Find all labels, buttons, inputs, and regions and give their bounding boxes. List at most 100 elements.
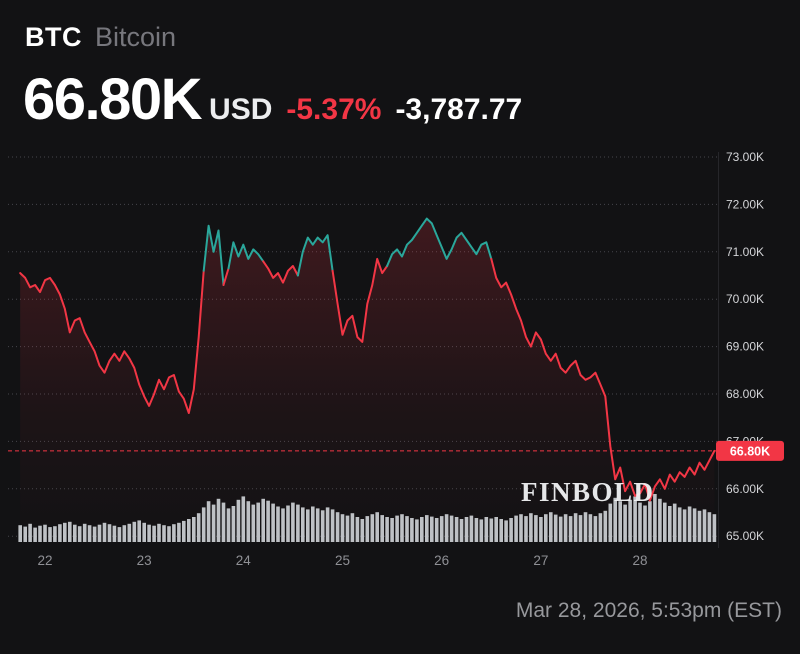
x-axis-label: 28 <box>632 553 647 568</box>
volume-bar <box>73 524 77 542</box>
price-line <box>296 234 334 277</box>
volume-bar <box>420 517 424 542</box>
volume-bar <box>182 520 186 542</box>
volume-bar <box>549 512 553 542</box>
volume-bar <box>687 506 692 542</box>
change-absolute: -3,787.77 <box>395 93 523 126</box>
volume-bar <box>410 518 414 542</box>
x-axis-label: 22 <box>37 553 52 568</box>
ticker-symbol: BTC <box>25 22 82 52</box>
volume-bar <box>504 520 508 542</box>
volume-bar <box>529 513 533 542</box>
volume-bar <box>335 512 340 542</box>
volume-bar <box>241 496 246 542</box>
volume-bar <box>375 512 379 542</box>
y-axis-label: 66.00K <box>726 482 764 496</box>
volume-bar <box>598 513 603 542</box>
volume-bar <box>251 504 256 542</box>
volume-bar <box>454 517 459 542</box>
volume-bar <box>509 518 513 542</box>
price-chart[interactable]: 73.00K72.00K71.00K70.00K69.00K68.00K67.0… <box>0 128 800 588</box>
volume-bar <box>296 504 300 542</box>
volume-bar <box>355 517 360 542</box>
price-line <box>386 217 493 267</box>
volume-bar <box>653 494 657 542</box>
volume-bar <box>648 501 652 542</box>
change-percent: -5.37% <box>286 93 382 126</box>
volume-bar <box>167 526 171 542</box>
volume-bar <box>122 525 127 542</box>
volume-bar <box>668 506 672 542</box>
volume-bar <box>325 507 330 542</box>
volume-bar <box>142 522 146 542</box>
volume-bar <box>162 525 166 542</box>
volume-bar <box>216 498 221 542</box>
volume-bar <box>286 505 290 542</box>
volume-bar <box>221 502 226 542</box>
price-line <box>19 269 205 414</box>
volume-bar <box>672 503 677 542</box>
volume-bar <box>147 524 151 542</box>
volume-bar <box>469 515 474 542</box>
volume-bar <box>261 498 265 542</box>
current-price-tag <box>716 440 784 461</box>
volume-bar <box>405 516 409 542</box>
volume-bar <box>682 509 687 542</box>
current-price-tag-label: 66.80K <box>730 444 770 458</box>
volume-bar <box>271 503 275 542</box>
volume-bar <box>415 519 419 542</box>
volume-bar <box>692 508 697 542</box>
volume-bar <box>127 523 132 542</box>
volume-bar <box>38 525 42 542</box>
volume-bar <box>702 509 707 542</box>
asset-name: Bitcoin <box>95 22 177 52</box>
y-axis-label: 69.00K <box>726 340 764 354</box>
volume-bar <box>276 506 280 542</box>
volume-bar <box>553 514 558 542</box>
x-axis-label: 24 <box>236 553 252 568</box>
volume-bar <box>439 516 444 542</box>
volume-bar <box>613 497 617 542</box>
volume-bar <box>628 499 632 542</box>
timestamp: Mar 28, 2026, 5:53pm (EST) <box>515 599 782 622</box>
volume-bar <box>400 514 404 542</box>
volume-bar <box>643 505 647 542</box>
price-row: 66.80K USD -5.37% -3,787.77 <box>23 66 522 133</box>
volume-bar <box>43 524 47 542</box>
price-line <box>202 224 225 286</box>
volume-bar <box>539 517 543 542</box>
volume-bar <box>593 516 598 542</box>
volume-bar <box>449 515 454 542</box>
volume-bar <box>92 526 97 542</box>
price-line <box>490 257 716 502</box>
volume-bar <box>583 512 588 542</box>
volume-bar <box>479 519 484 542</box>
volume-bar <box>172 524 176 542</box>
volume-bar <box>519 514 523 542</box>
volume-bar <box>484 517 489 542</box>
x-axis-label: 23 <box>137 553 152 568</box>
volume-bar <box>434 518 439 542</box>
volume-bar <box>430 516 434 542</box>
volume-bar <box>301 507 305 542</box>
volume-bar <box>380 515 384 542</box>
volume-bar <box>58 524 62 542</box>
volume-bar <box>48 527 52 542</box>
volume-bar <box>444 514 449 542</box>
y-axis-label: 73.00K <box>726 150 764 164</box>
volume-bar <box>360 519 365 542</box>
volume-bar <box>459 519 464 542</box>
volume-bar <box>588 514 593 542</box>
volume-bar <box>23 526 27 542</box>
volume-bar <box>137 520 141 542</box>
volume-bar <box>544 514 548 542</box>
volume-bar <box>63 522 67 542</box>
volume-bar <box>578 515 583 542</box>
volume-bar <box>494 517 498 542</box>
volume-bar <box>390 518 394 542</box>
volume-bar <box>395 515 399 542</box>
volume-bar <box>320 510 325 542</box>
volume-bar <box>211 504 216 542</box>
price-line <box>331 257 389 343</box>
